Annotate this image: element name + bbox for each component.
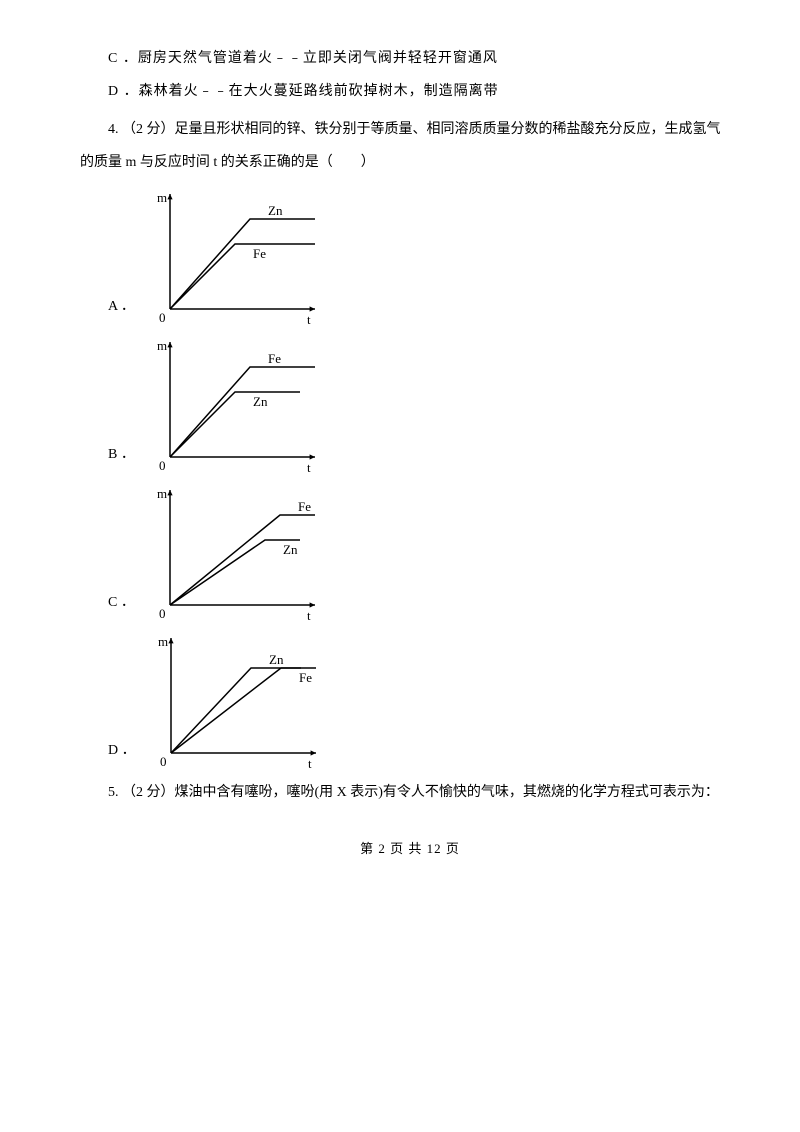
q4-option-b: B ． m t 0 Fe Zn [108, 332, 740, 472]
svg-text:m: m [157, 190, 167, 205]
q4-label-a: A ． [108, 294, 135, 325]
q4-chart-a: m t 0 Zn Fe [145, 184, 325, 324]
q4-chart-d: m t 0 Zn Fe [146, 628, 326, 768]
svg-text:Zn: Zn [268, 203, 283, 218]
svg-text:Zn: Zn [269, 652, 284, 667]
page-footer: 第 2 页 共 12 页 [80, 837, 740, 862]
svg-text:t: t [307, 312, 311, 324]
svg-text:0: 0 [160, 754, 167, 768]
svg-text:Fe: Fe [253, 246, 266, 261]
svg-text:0: 0 [159, 458, 166, 472]
svg-text:Zn: Zn [283, 542, 298, 557]
q4-label-b: B ． [108, 442, 135, 473]
svg-text:0: 0 [159, 606, 166, 620]
q4-option-c: C ． m t 0 Fe Zn [108, 480, 740, 620]
q4-chart-c: m t 0 Fe Zn [145, 480, 325, 620]
svg-text:Fe: Fe [268, 351, 281, 366]
svg-text:m: m [157, 338, 167, 353]
q3-option-d: D ．森林着火﹣﹣在大火蔓延路线前砍掉树木，制造隔离带 [108, 79, 740, 106]
svg-text:Fe: Fe [298, 499, 311, 514]
svg-text:t: t [308, 756, 312, 768]
q4-label-c: C ． [108, 590, 135, 621]
svg-text:m: m [158, 634, 168, 649]
q5-text: 5. （2 分）煤油中含有噻吩，噻吩(用 X 表示)有令人不愉快的气味，其燃烧的… [108, 780, 740, 807]
svg-text:Fe: Fe [299, 670, 312, 685]
q4-option-d: D ． m t 0 Zn Fe [108, 628, 740, 768]
q4-label-d: D ． [108, 738, 136, 769]
svg-text:m: m [157, 486, 167, 501]
q4-line2: 的质量 m 与反应时间 t 的关系正确的是（ ） [80, 150, 740, 177]
q3-option-c: C ．厨房天然气管道着火﹣﹣立即关闭气阀并轻轻开窗通风 [108, 46, 740, 73]
svg-text:Zn: Zn [253, 394, 268, 409]
q4-chart-b: m t 0 Fe Zn [145, 332, 325, 472]
svg-text:t: t [307, 460, 311, 472]
q4-line1: 4. （2 分）足量且形状相同的锌、铁分别于等质量、相同溶质质量分数的稀盐酸充分… [108, 117, 740, 144]
svg-text:t: t [307, 608, 311, 620]
q4-option-a: A ． m t 0 Zn Fe [108, 184, 740, 324]
svg-text:0: 0 [159, 310, 166, 324]
